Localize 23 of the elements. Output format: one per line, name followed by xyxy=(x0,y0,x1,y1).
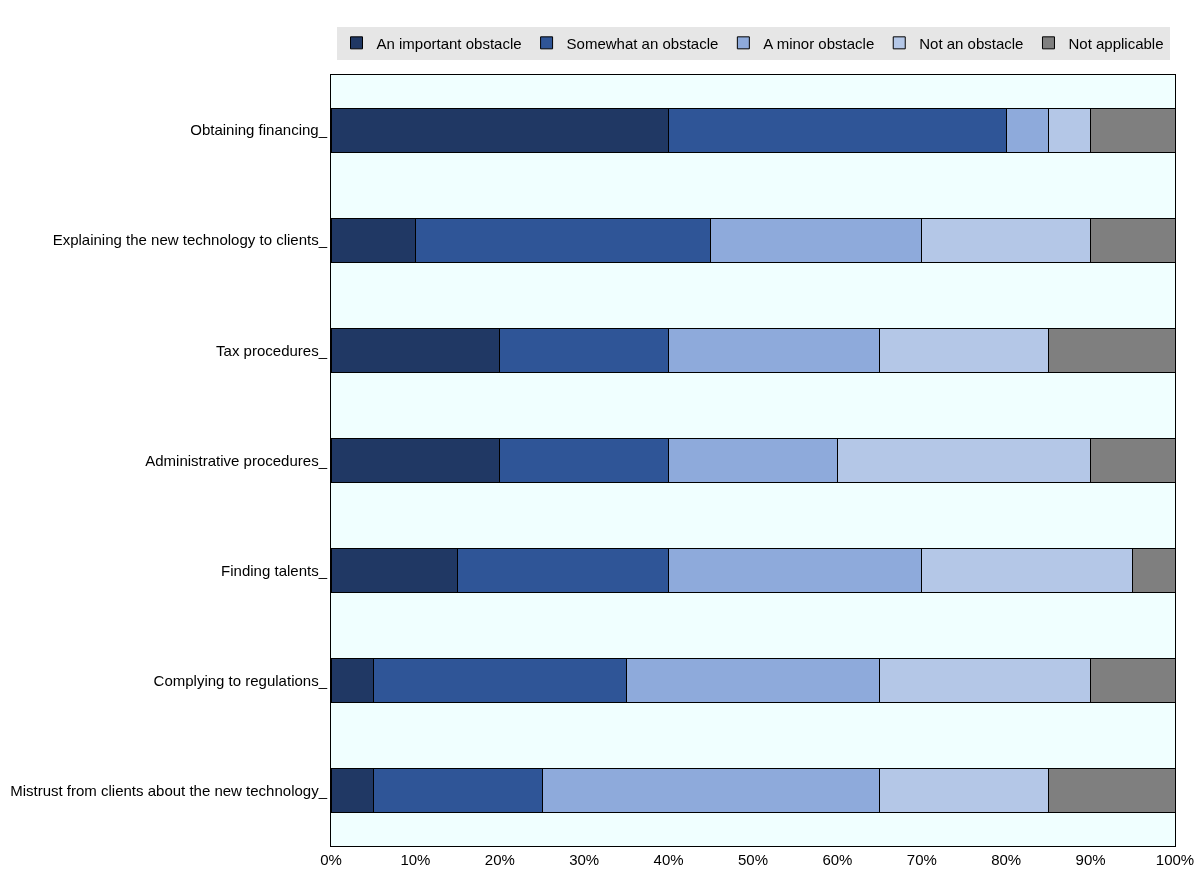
x-tick-label: 80% xyxy=(991,851,1022,868)
y-tick-label: Complying to regulations_ xyxy=(153,672,328,690)
x-tick-label: 90% xyxy=(1075,851,1106,868)
y-tick-label: Mistrust from clients about the new technology_ xyxy=(10,782,328,800)
x-tick-label: 70% xyxy=(906,851,937,868)
x-tick-label: 10% xyxy=(400,851,431,868)
x-tick-label: 60% xyxy=(822,851,853,868)
x-tick-label: 0% xyxy=(320,851,342,868)
y-tick-label: Finding talents_ xyxy=(221,561,328,579)
x-tick-label: 50% xyxy=(737,851,769,868)
legend-label: An important obstacle xyxy=(376,34,522,52)
y-tick-label: Tax procedures_ xyxy=(216,341,328,359)
y-tick-label: Administrative procedures_ xyxy=(145,451,328,469)
legend-label: Not an obstacle xyxy=(919,34,1024,52)
x-tick-label: 20% xyxy=(484,851,515,868)
y-tick-label: Obtaining financing_ xyxy=(190,121,328,139)
legend-label: Not applicable xyxy=(1068,34,1164,52)
x-tick-label: 30% xyxy=(569,851,600,868)
legend-label: Somewhat an obstacle xyxy=(566,34,719,52)
x-tick-label: 40% xyxy=(653,851,684,868)
y-tick-label: Explaining the new technology to clients_ xyxy=(52,231,328,249)
x-tick-label: 100% xyxy=(1155,851,1195,868)
legend-label: A minor obstacle xyxy=(763,34,875,52)
